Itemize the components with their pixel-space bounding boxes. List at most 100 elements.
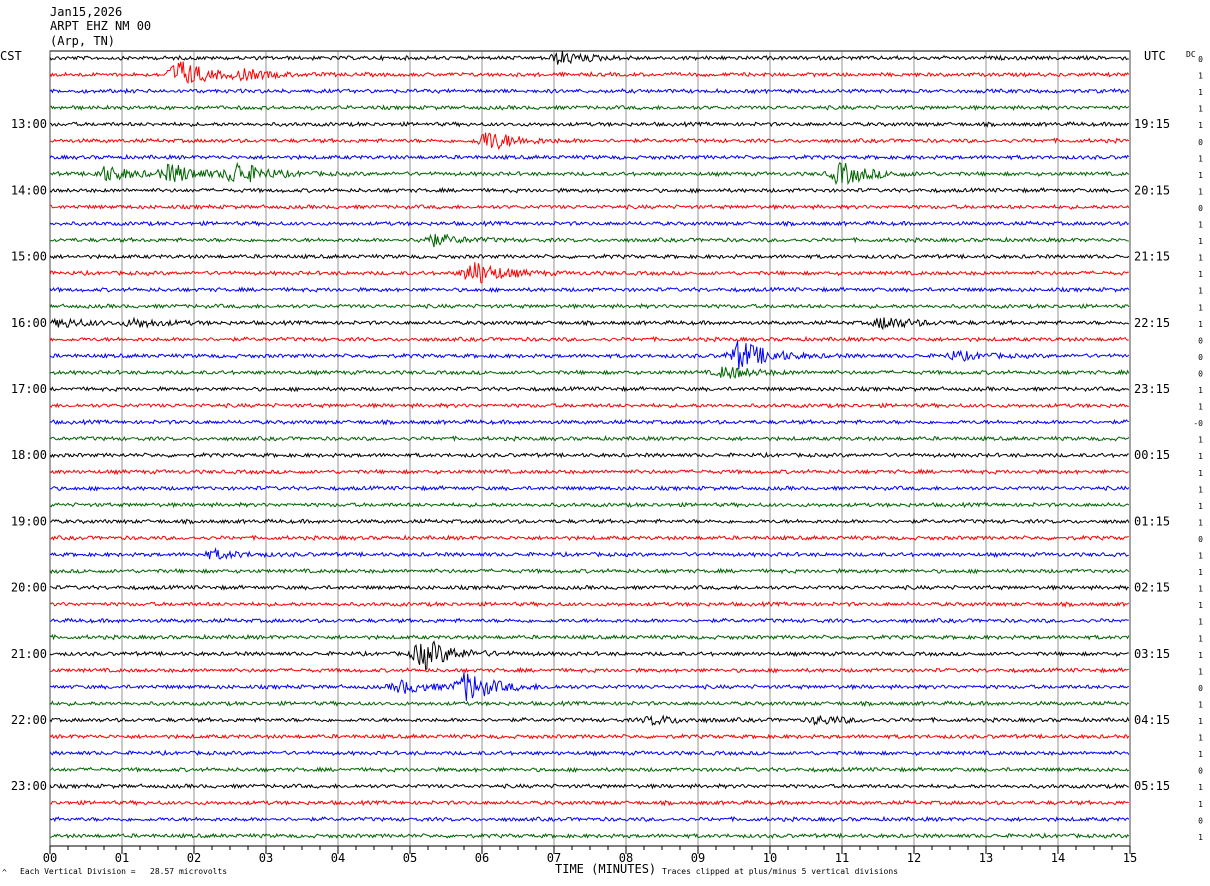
dc-offset-label: 1 — [1198, 601, 1203, 610]
dc-offset-label: 1 — [1198, 303, 1203, 312]
dc-offset-label: 1 — [1198, 254, 1203, 263]
dc-offset-label: 1 — [1198, 568, 1203, 577]
x-tick-label: 01 — [115, 851, 129, 865]
utc-hour-label: 02:15 — [1134, 581, 1170, 595]
clip-note: Traces clipped at plus/minus 5 vertical … — [662, 867, 899, 876]
dc-header-label: DC — [1186, 50, 1196, 59]
dc-offset-label: 1 — [1198, 436, 1203, 445]
dc-offset-label: 1 — [1198, 734, 1203, 743]
dc-offset-label: 1 — [1198, 121, 1203, 130]
seismic-trace — [49, 484, 1130, 492]
chart-grid — [49, 50, 1131, 854]
seismic-trace — [49, 385, 1130, 393]
utc-hour-label: 01:15 — [1134, 514, 1170, 528]
seismic-trace — [49, 220, 1130, 228]
header-station: ARPT EHZ NM 00 — [50, 19, 152, 33]
x-tick-label: 14 — [1051, 851, 1065, 865]
seismic-trace — [49, 501, 1130, 509]
local-hour-label: 14:00 — [11, 183, 47, 197]
dc-offset-label: 0 — [1198, 336, 1203, 345]
dc-offset-label: 1 — [1198, 187, 1203, 196]
seismic-trace — [49, 714, 1130, 727]
trace-group — [49, 50, 1130, 840]
dc-offset-label: 1 — [1198, 700, 1203, 709]
header-location: (Arp, TN) — [50, 34, 116, 48]
x-tick-label: 08 — [619, 851, 633, 865]
x-tick-label: 10 — [763, 851, 777, 865]
local-hour-label: 22:00 — [11, 713, 47, 727]
local-hour-label: 18:00 — [11, 448, 47, 462]
local-hour-label: 17:00 — [11, 382, 47, 396]
local-hour-label: 20:00 — [11, 581, 47, 595]
seismic-trace — [49, 799, 1129, 807]
dc-offset-label: 0 — [1198, 353, 1203, 362]
seismic-trace — [49, 120, 1129, 128]
seismic-trace — [49, 104, 1130, 112]
seismic-trace — [49, 316, 1130, 331]
dc-offset-label: 0 — [1198, 535, 1203, 544]
seismic-trace — [49, 366, 1130, 379]
seismic-trace — [49, 262, 1129, 284]
seismic-trace — [49, 341, 1130, 370]
scale-note: Each Vertical Division = 28.57 microvolt… — [20, 867, 228, 876]
seismic-trace — [49, 617, 1129, 624]
seismic-trace — [49, 50, 1129, 65]
dc-offset-label: 1 — [1198, 270, 1203, 279]
seismic-trace — [49, 672, 1130, 702]
dc-offset-label: 1 — [1198, 72, 1203, 81]
seismic-trace — [49, 418, 1129, 426]
dc-offset-label: -0 — [1193, 419, 1203, 428]
seismic-trace — [49, 547, 1129, 560]
header-date: Jan15,2026 — [50, 5, 123, 19]
seismic-trace — [49, 640, 1129, 670]
x-tick-label: 05 — [403, 851, 417, 865]
seismic-trace — [49, 153, 1130, 161]
seismic-trace — [49, 233, 1129, 248]
seismic-trace — [49, 451, 1129, 459]
dc-offset-label: 1 — [1198, 221, 1203, 230]
dc-offset-label: 0 — [1198, 767, 1203, 776]
seismic-trace — [49, 633, 1130, 641]
dc-offset-label: 1 — [1198, 237, 1203, 246]
x-tick-label: 07 — [547, 851, 561, 865]
seismic-trace — [49, 402, 1129, 409]
dc-offset-label: 1 — [1198, 783, 1203, 792]
utc-hour-label: 04:15 — [1134, 713, 1170, 727]
seismic-trace — [49, 253, 1130, 260]
utc-hour-label: 19:15 — [1134, 117, 1170, 131]
axis-labels: 00 01 02 03 04 05 06 07 08 09 10 11 12 13 14 1501111011… — [11, 55, 1203, 865]
x-tick-label: 12 — [907, 851, 921, 865]
dc-offset-label: 1 — [1198, 88, 1203, 97]
seismic-trace — [49, 61, 1130, 85]
dc-offset-label: 0 — [1198, 55, 1203, 64]
x-tick-label: 06 — [475, 851, 489, 865]
utc-hour-label: 23:15 — [1134, 382, 1170, 396]
seismic-trace — [49, 766, 1130, 774]
dc-offset-label: 1 — [1198, 651, 1203, 660]
dc-offset-label: 1 — [1198, 287, 1203, 296]
dc-offset-label: 1 — [1198, 320, 1203, 329]
seismic-trace — [49, 733, 1130, 740]
seismic-trace — [49, 782, 1129, 790]
dc-offset-label: 1 — [1198, 502, 1203, 511]
dc-offset-label: 1 — [1198, 469, 1203, 478]
utc-hour-label: 03:15 — [1134, 647, 1170, 661]
dc-offset-label: 1 — [1198, 105, 1203, 114]
x-axis-title: TIME (MINUTES) — [555, 862, 657, 876]
seismic-trace — [49, 749, 1130, 757]
dc-offset-label: 1 — [1198, 667, 1203, 676]
dc-offset-label: 0 — [1198, 816, 1203, 825]
seismic-trace — [49, 132, 1130, 151]
utc-hour-label: 05:15 — [1134, 779, 1170, 793]
seismic-trace — [49, 186, 1130, 194]
seismic-trace — [49, 600, 1130, 608]
x-tick-label: 04 — [331, 851, 345, 865]
local-hour-label: 21:00 — [11, 647, 47, 661]
seismic-trace — [49, 203, 1130, 211]
seismic-trace — [49, 435, 1130, 442]
dc-offset-label: 0 — [1198, 369, 1203, 378]
dc-offset-label: 1 — [1198, 403, 1203, 412]
seismic-trace — [49, 302, 1130, 310]
local-hour-label: 19:00 — [11, 514, 47, 528]
